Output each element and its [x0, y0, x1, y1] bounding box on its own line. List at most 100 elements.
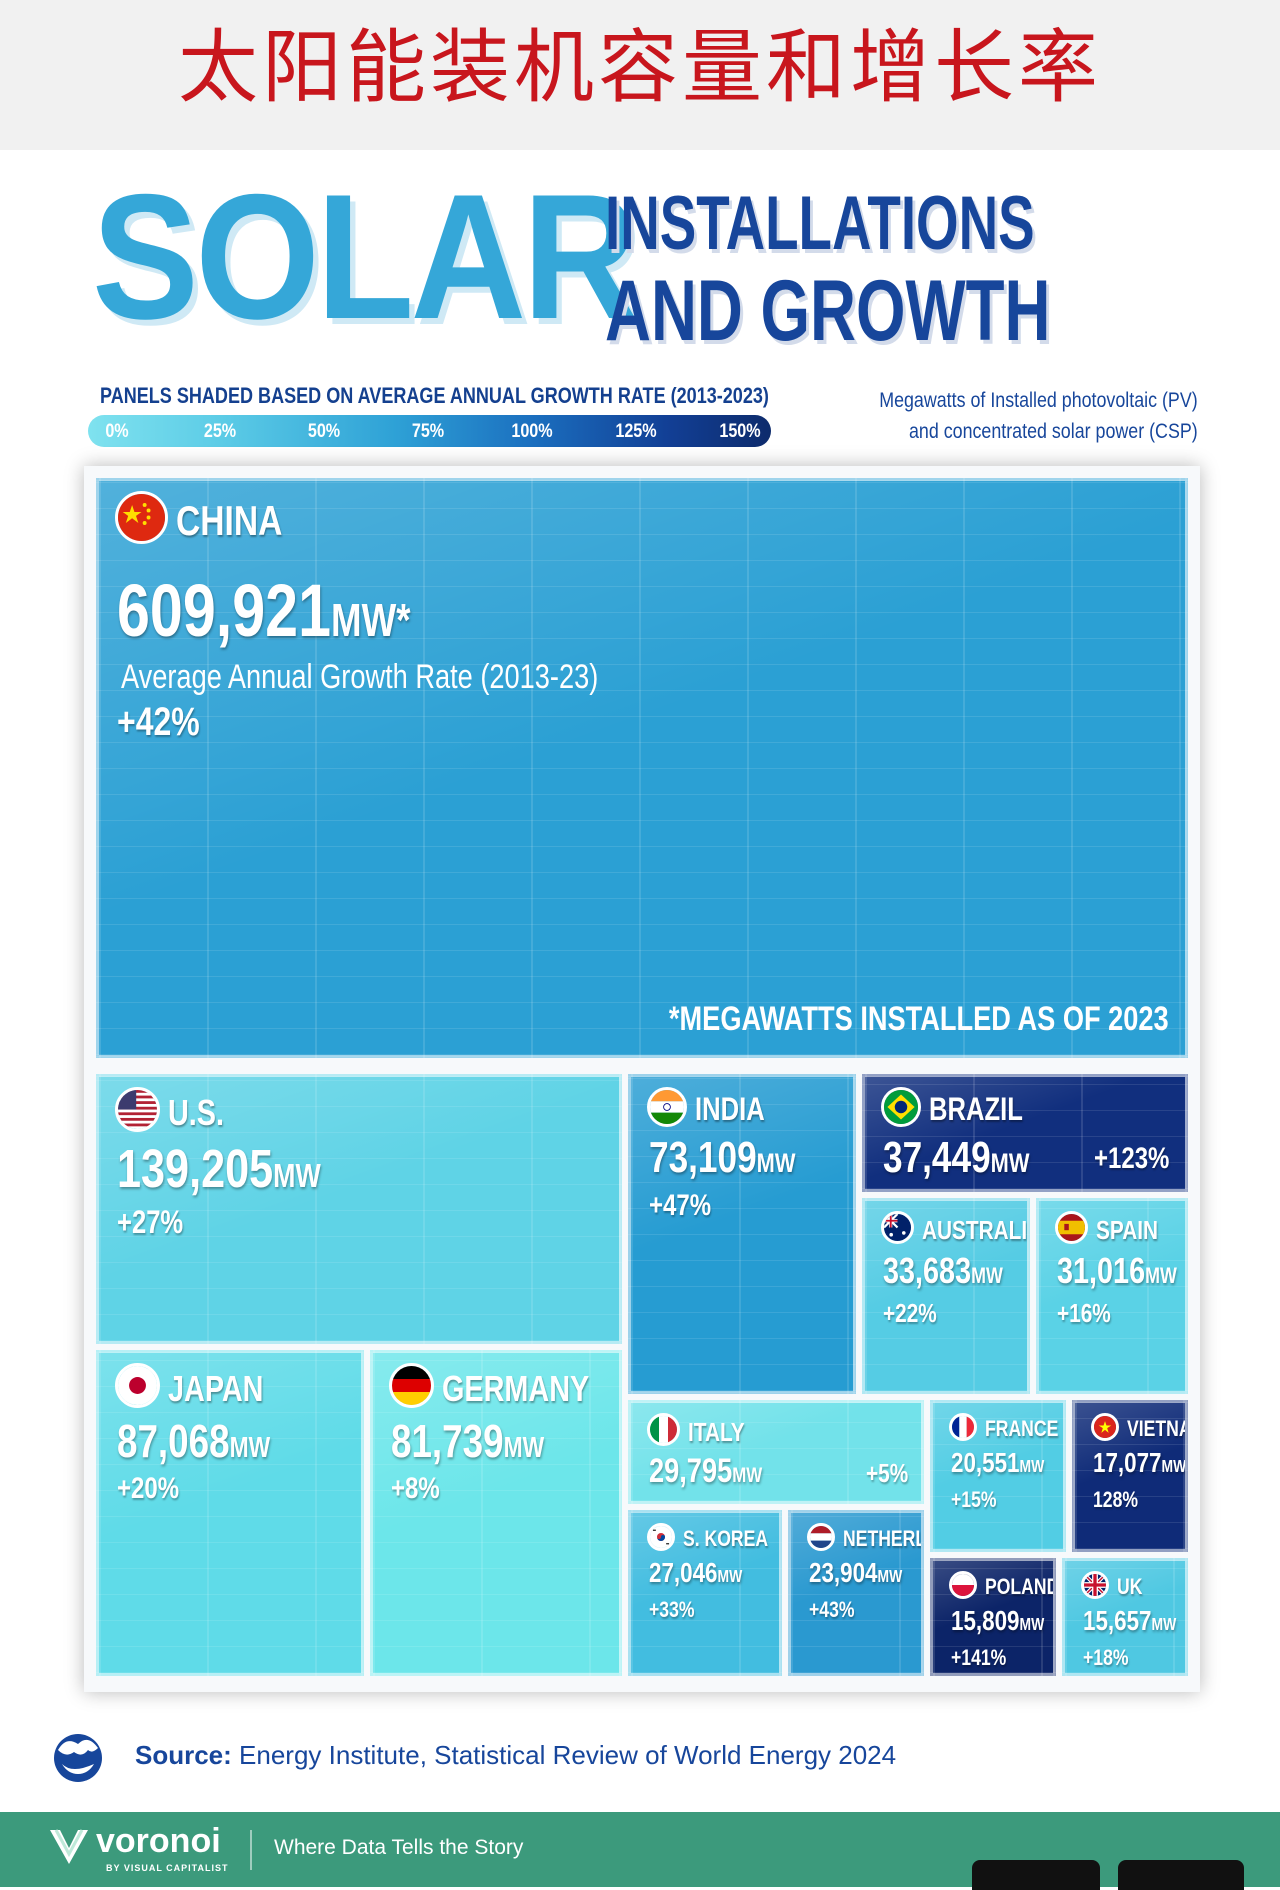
mw-unit: MW — [1151, 1614, 1177, 1634]
mw-number: 31,016 — [1057, 1250, 1146, 1291]
legend-note-line2: and concentrated solar power (CSP) — [909, 420, 1198, 443]
treemap-cell-australia: AUSTRALIA 33,683MW +22% — [862, 1198, 1030, 1394]
country-name: FRANCE — [985, 1416, 1059, 1441]
mw-unit: MW — [756, 1147, 796, 1178]
mw-unit: MW — [1161, 1456, 1187, 1476]
growth-rate: +5% — [866, 1458, 909, 1488]
brand-name: voronoi — [96, 1822, 221, 1860]
legend-tick-label: 150% — [719, 421, 761, 442]
legend-tick-label: 25% — [203, 421, 237, 442]
germany-flag-icon — [389, 1363, 434, 1408]
us-flag-icon — [115, 1087, 160, 1132]
treemap-cell-uk: UK 15,657MW +18% — [1062, 1558, 1188, 1676]
source-line: Source: Energy Institute, Statistical Re… — [135, 1740, 896, 1771]
country-name: UK — [1117, 1574, 1143, 1599]
mw-number: 81,739 — [391, 1415, 504, 1467]
country-name: NETHERLANDS — [843, 1526, 921, 1551]
country-name: POLAND — [985, 1574, 1056, 1599]
country-name: VIETNAM — [1127, 1416, 1185, 1441]
uk-flag-icon — [1081, 1571, 1109, 1599]
growth-rate: +18% — [1083, 1645, 1129, 1670]
treemap-cell-vietnam: VIETNAM 17,077MW 128% — [1072, 1400, 1188, 1552]
app-store-badge[interactable] — [972, 1860, 1100, 1890]
mw-value: 17,077MW — [1093, 1447, 1187, 1479]
mw-value: 33,683MW — [883, 1250, 1003, 1292]
mw-value: 15,657MW — [1083, 1605, 1176, 1637]
mw-value: 37,449MW — [883, 1133, 1029, 1183]
australia-flag-icon — [881, 1211, 914, 1244]
treemap-cell-s-korea: S. KOREA 27,046MW +33% — [628, 1510, 782, 1676]
mw-value: 87,068MW — [117, 1414, 270, 1468]
france-flag-icon — [949, 1413, 977, 1441]
source-label: Source: — [135, 1740, 232, 1770]
mw-number: 37,449 — [883, 1133, 991, 1182]
growth-rate: +123% — [1094, 1142, 1170, 1175]
mw-unit: MW — [732, 1464, 763, 1487]
banner-title: 太阳能装机容量和增长率 — [178, 21, 1102, 114]
growth-rate: +20% — [117, 1472, 180, 1505]
korea-flag-icon — [647, 1523, 675, 1551]
mw-unit: MW — [990, 1147, 1030, 1178]
country-name: U.S. — [168, 1092, 225, 1133]
legend-units-note: Megawatts of Installed photovoltaic (PV)… — [880, 385, 1198, 447]
footer-tagline: Where Data Tells the Story — [274, 1836, 524, 1859]
netherlands-flag-icon — [807, 1523, 835, 1551]
vietnam-flag-icon — [1091, 1413, 1119, 1441]
mw-value: 20,551MW — [951, 1447, 1044, 1479]
treemap-cell-china: CHINA 609,921MW* +42% Average Annual Growth… — [96, 478, 1188, 1058]
mw-unit: MW — [273, 1158, 321, 1195]
mw-value: 73,109MW — [649, 1133, 795, 1183]
source-text: Energy Institute, Statistical Review of … — [239, 1740, 897, 1770]
footer-divider — [250, 1830, 252, 1870]
growth-rate: +22% — [883, 1298, 937, 1328]
poland-flag-icon — [949, 1571, 977, 1599]
google-play-badge[interactable] — [1118, 1860, 1244, 1890]
header-and-growth: AND GROWTH — [605, 263, 1051, 359]
growth-rate: +27% — [117, 1204, 184, 1240]
mw-unit: MW — [971, 1263, 1003, 1288]
mw-unit: MW — [717, 1566, 743, 1586]
country-name: INDIA — [695, 1091, 765, 1127]
mw-unit: MW — [1145, 1263, 1177, 1288]
treemap-cell-netherlands: NETHERLANDS 23,904MW +43% — [788, 1510, 924, 1676]
mw-unit: MW — [229, 1432, 271, 1464]
mw-value: 31,016MW — [1057, 1250, 1177, 1292]
mw-number: 23,904 — [809, 1557, 878, 1588]
legend-caption: PANELS SHADED BASED ON AVERAGE ANNUAL GR… — [100, 383, 769, 408]
mw-number: 73,109 — [649, 1133, 757, 1182]
legend-tick-label: 0% — [105, 421, 129, 442]
mw-unit: MW — [1019, 1456, 1045, 1476]
mw-unit: MW — [1019, 1614, 1045, 1634]
italy-flag-icon — [647, 1413, 680, 1446]
mw-number: 87,068 — [117, 1415, 230, 1467]
mw-unit: MW — [877, 1566, 903, 1586]
growth-rate: +42% — [117, 700, 200, 744]
mw-value: 81,739MW — [391, 1414, 544, 1468]
legend-color-bar — [88, 415, 771, 447]
mw-value: 27,046MW — [649, 1557, 742, 1589]
treemap-cell-u-s: U.S. 139,205MW +27% — [96, 1074, 622, 1344]
mw-number: 27,046 — [649, 1557, 718, 1588]
mw-number: 29,795 — [649, 1452, 733, 1490]
growth-rate: 128% — [1093, 1487, 1139, 1512]
india-flag-icon — [647, 1087, 687, 1127]
treemap-cell-italy: ITALY 29,795MW +5% — [628, 1400, 924, 1504]
treemap-cell-germany: GERMANY 81,739MW +8% — [370, 1350, 622, 1676]
mw-value: 139,205MW — [117, 1138, 321, 1200]
treemap-cell-brazil: BRAZIL 37,449MW +123% — [862, 1074, 1188, 1192]
country-name: AUSTRALIA — [922, 1215, 1028, 1245]
treemap-cell-india: INDIA 73,109MW +47% — [628, 1074, 856, 1394]
mw-number: 15,657 — [1083, 1605, 1152, 1636]
brazil-flag-icon — [881, 1087, 921, 1127]
legend-tick-label: 125% — [615, 421, 657, 442]
growth-rate: +15% — [951, 1487, 997, 1512]
mw-unit: MW* — [331, 594, 411, 646]
country-name: BRAZIL — [929, 1091, 1023, 1127]
spain-flag-icon — [1055, 1211, 1088, 1244]
mw-number: 20,551 — [951, 1447, 1020, 1478]
country-name: ITALY — [688, 1417, 745, 1447]
mw-number: 15,809 — [951, 1605, 1020, 1636]
voronoi-globe-icon — [54, 1734, 102, 1782]
mw-number: 139,205 — [117, 1139, 274, 1199]
growth-rate: +47% — [649, 1189, 712, 1222]
